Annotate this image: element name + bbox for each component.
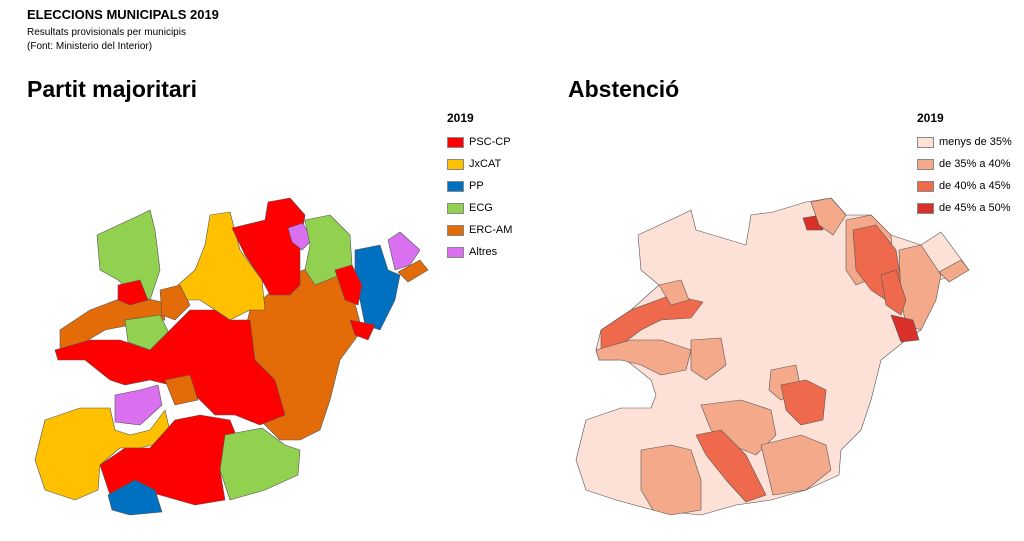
region-pp-south	[107, 479, 163, 516]
right-legend-item: menys de 35%	[917, 131, 1012, 153]
left-legend-swatch	[447, 158, 464, 170]
subtitle-text: Resultats provisionals per municipis	[27, 27, 186, 38]
right-legend-item: de 35% a 40%	[917, 153, 1012, 175]
right-legend-label: de 35% a 40%	[939, 158, 1011, 170]
region-abs-c2	[780, 379, 827, 426]
left-legend-item: JxCAT	[447, 153, 512, 175]
region-psc-west	[117, 279, 149, 306]
left-legend-label: JxCAT	[469, 158, 502, 170]
region-abs-s3	[640, 444, 702, 516]
left-legend-item: ECG	[447, 197, 512, 219]
region-abs-w4	[690, 337, 727, 381]
region-abs-w2	[658, 279, 690, 306]
region-abs-east4	[880, 269, 907, 316]
region-abs-s2	[695, 429, 767, 503]
left-legend-swatch	[447, 246, 464, 258]
region-ecg-nw	[96, 209, 161, 301]
left-legend-swatch	[447, 136, 464, 148]
page-subtitle: Resultats provisionals per municipis (Fo…	[27, 26, 186, 54]
left-map-title: Partit majoritari	[27, 76, 197, 102]
right-legend: 2019 menys de 35% de 35% a 40% de 40% a 45…	[917, 111, 1012, 219]
right-legend-swatch	[917, 158, 934, 170]
region-psc-north	[231, 197, 306, 296]
abstention-map	[575, 197, 970, 516]
left-legend-label: ECG	[469, 202, 493, 214]
region-erc-central	[159, 284, 191, 321]
left-legend-label: ERC-AM	[469, 224, 513, 236]
region-psc-central	[54, 309, 286, 426]
source-text: (Font: Ministerio del Interior)	[27, 41, 153, 52]
left-legend-swatch	[447, 180, 464, 192]
region-erc-mid2	[164, 374, 199, 406]
left-legend-title: 2019	[447, 111, 474, 125]
region-altres-east	[387, 231, 421, 271]
majority-party-map	[34, 197, 429, 516]
left-legend-item: Altres	[447, 241, 512, 263]
region-abs-top2	[810, 197, 847, 236]
right-legend-label: de 45% a 50%	[939, 202, 1011, 214]
region-abs-s4	[760, 434, 832, 496]
left-legend-swatch	[447, 224, 464, 236]
left-legend-item: PP	[447, 175, 512, 197]
left-legend: 2019 PSC-CP JxCAT PP ECG ERC-AM Altres	[447, 111, 512, 263]
region-abs-w3	[595, 339, 692, 376]
right-legend-label: de 40% a 45%	[939, 180, 1011, 192]
region-psc-east	[334, 264, 363, 306]
left-legend-label: PSC-CP	[469, 136, 511, 148]
right-legend-item: de 40% a 45%	[917, 175, 1012, 197]
page-title: ELECCIONS MUNICIPALS 2019	[27, 7, 219, 22]
region-altres-sw	[114, 384, 163, 426]
region-erc-coast	[397, 259, 429, 283]
region-ecg-south	[219, 427, 301, 501]
right-legend-label: menys de 35%	[939, 136, 1012, 148]
left-legend-item: ERC-AM	[447, 219, 512, 241]
right-legend-swatch	[917, 180, 934, 192]
right-legend-item: de 45% a 50%	[917, 197, 1012, 219]
right-legend-title: 2019	[917, 111, 944, 125]
left-legend-swatch	[447, 202, 464, 214]
right-legend-swatch	[917, 136, 934, 148]
region-abs-coast	[890, 314, 920, 343]
right-map-title: Abstenció	[568, 76, 680, 102]
region-altres-north	[287, 222, 313, 251]
region-abs-ne-light	[938, 259, 970, 283]
region-psc-coast	[349, 319, 376, 341]
right-legend-swatch	[917, 202, 934, 214]
left-legend-label: Altres	[469, 246, 498, 258]
left-legend-label: PP	[469, 180, 484, 192]
left-legend-item: PSC-CP	[447, 131, 512, 153]
